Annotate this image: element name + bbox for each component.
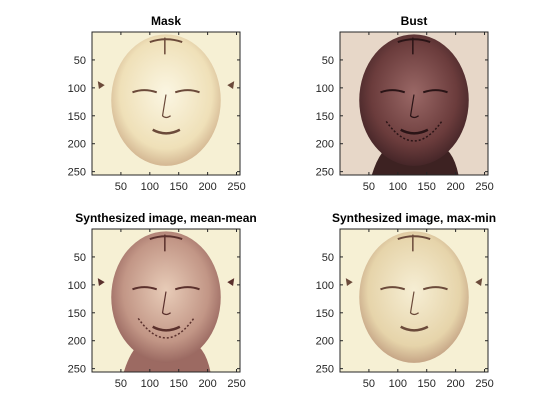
image-mean-mean [92,229,240,372]
hairline [149,235,183,241]
x-tick-label: 150 [418,181,436,193]
y-tick-label: 250 [316,364,334,376]
y-tick-label: 250 [68,167,86,179]
y-tick-label: 150 [316,111,334,123]
right-eye [174,286,200,291]
x-tick-label: 200 [198,181,216,193]
x-tick-label: 100 [141,378,159,390]
y-tick-label: 100 [316,280,334,292]
y-tick-label: 50 [322,252,334,264]
y-tick-label: 200 [68,139,86,151]
x-tick-label: 100 [141,181,159,193]
face-shape [359,34,469,166]
panel-max-min: Synthesized image, max-min 50 100 150 200 250… [316,211,496,390]
axes-box [91,31,241,176]
nose [409,291,419,316]
beard [385,120,443,142]
y-tick-label: 200 [68,336,86,348]
axes-box [339,31,489,176]
panel-title: Bust [401,14,428,28]
x-tick-label: 200 [198,378,216,390]
panel-mean-mean: Synthesized image, mean-mean 50 100 150 200 2… [68,211,257,390]
y-tick-label: 100 [68,83,86,95]
y-tick-label: 50 [74,252,86,264]
y-tick-label: 50 [74,55,86,67]
x-tick-label: 100 [389,378,407,390]
x-tick-label: 200 [446,378,464,390]
nose [161,94,171,119]
x-tick-label: 50 [115,378,127,390]
x-tick-label: 250 [227,378,245,390]
right-ribbon [475,278,483,286]
hairline [149,38,183,44]
right-ribbon [227,81,235,89]
image-mask [92,32,240,175]
y-tick-label: 200 [316,336,334,348]
y-tick-label: 50 [322,55,334,67]
axes-box [339,228,489,373]
right-ribbon [227,278,235,286]
panel-title: Synthesized image, max-min [332,211,496,225]
left-ribbon [345,278,353,286]
panel-mask: Mask 50 100 150 200 250 50 100 150 200 250 [68,14,246,193]
left-eye [132,286,158,291]
nose [409,94,419,119]
x-tick-label: 250 [475,181,493,193]
y-tick-label: 150 [316,308,334,320]
panel-bust: Bust 50 100 150 200 250 50 100 150 200 250 [316,14,494,193]
x-tick-label: 50 [115,181,127,193]
left-eye [380,89,406,94]
nose [161,291,171,316]
hairline [397,235,431,241]
y-tick-label: 100 [68,280,86,292]
left-eye [380,286,406,291]
panel-title: Synthesized image, mean-mean [75,211,256,225]
mouth [152,128,181,135]
face-shape [111,34,221,166]
axes-box [91,228,241,373]
mouth [152,325,181,332]
left-eye [132,89,158,94]
left-ribbon [97,81,105,89]
y-tick-label: 250 [68,364,86,376]
x-tick-label: 250 [475,378,493,390]
hairline [397,38,431,44]
x-tick-label: 50 [363,181,375,193]
face-shape [111,231,221,363]
x-tick-label: 150 [170,181,188,193]
x-tick-label: 100 [389,181,407,193]
left-ribbon [97,278,105,286]
image-max-min [340,229,488,372]
right-eye [422,89,448,94]
x-tick-label: 150 [170,378,188,390]
right-eye [422,286,448,291]
x-tick-label: 200 [446,181,464,193]
x-tick-label: 150 [418,378,436,390]
mouth [400,128,429,135]
mouth [400,325,429,332]
x-tick-label: 50 [363,378,375,390]
y-tick-label: 150 [68,308,86,320]
beard [137,317,195,339]
y-tick-label: 200 [316,139,334,151]
y-tick-label: 100 [316,83,334,95]
image-bust [340,32,488,175]
y-tick-label: 250 [316,167,334,179]
face-shape [359,231,469,363]
right-eye [174,89,200,94]
y-tick-label: 150 [68,111,86,123]
panel-title: Mask [151,14,181,28]
x-tick-label: 250 [227,181,245,193]
